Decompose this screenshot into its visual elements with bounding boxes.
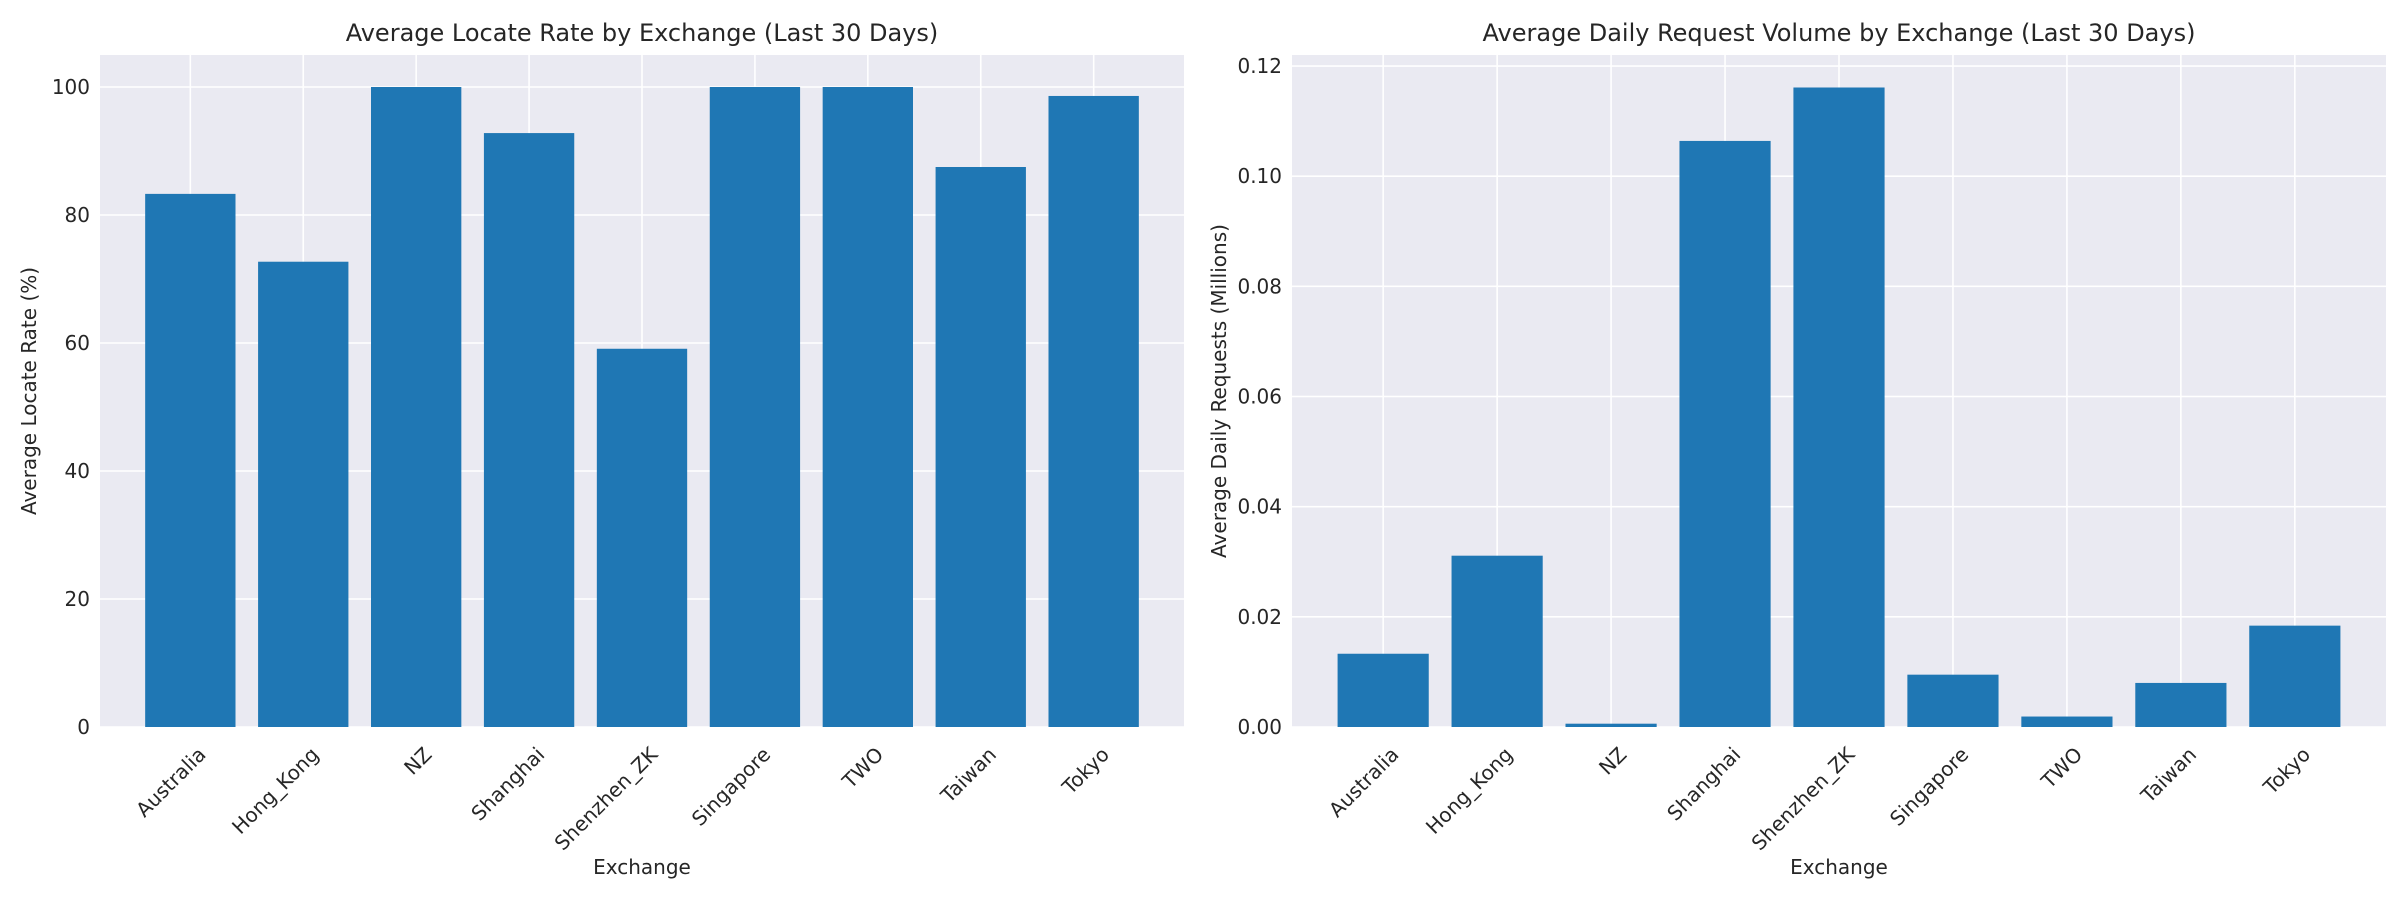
x-axis-label: Exchange	[1790, 855, 1888, 879]
bar-nz	[1565, 723, 1657, 727]
x-tick-label: Australia	[131, 742, 211, 822]
x-tick-label: Singapore	[1885, 742, 1973, 830]
y-tick-label: 0.06	[1237, 385, 1282, 409]
y-tick-label: 0.10	[1237, 164, 1282, 188]
x-tick-label: Taiwan	[935, 742, 1001, 808]
x-tick-label: Shanghai	[1662, 742, 1745, 825]
x-tick-label: NZ	[1594, 742, 1631, 779]
x-tick-label: Tokyo	[1057, 742, 1114, 799]
bar-taiwan	[935, 167, 1026, 727]
y-tick-label: 80	[65, 203, 90, 227]
y-tick-label: 20	[65, 587, 90, 611]
y-axis-label: Average Daily Requests (Millions)	[1207, 224, 1231, 558]
x-tick-label: Taiwan	[2135, 742, 2201, 808]
y-tick-label: 100	[52, 75, 90, 99]
y-tick-label: 0.12	[1237, 54, 1282, 78]
bar-australia	[1337, 653, 1429, 727]
x-tick-label: NZ	[399, 742, 436, 779]
bar-taiwan	[2135, 682, 2227, 727]
x-tick-label: Shanghai	[466, 742, 549, 825]
y-tick-label: 0.02	[1237, 605, 1282, 629]
x-tick-label: Hong_Kong	[227, 742, 323, 838]
y-tick-label: 0.00	[1237, 715, 1282, 739]
bar-tokyo	[2249, 625, 2341, 727]
x-tick-label: Shenzhen_ZK	[550, 742, 663, 855]
bar-australia	[145, 193, 236, 727]
x-tick-label: Australia	[1324, 742, 1404, 822]
x-tick-label: Singapore	[687, 742, 775, 830]
y-tick-label: 60	[65, 331, 90, 355]
x-tick-label: Shenzhen_ZK	[1747, 742, 1860, 855]
x-axis-label: Exchange	[593, 855, 691, 879]
chart-title: Average Daily Request Volume by Exchange…	[1483, 19, 2196, 47]
bar-shenzhen-zk	[1793, 87, 1885, 728]
bar-nz	[371, 87, 462, 727]
y-tick-label: 0.04	[1237, 495, 1282, 519]
x-tick-label: TWO	[837, 742, 888, 793]
bar-hong-kong	[1451, 555, 1543, 727]
bar-singapore	[709, 87, 801, 727]
bar-shenzhen-zk	[596, 348, 688, 727]
chart-title: Average Locate Rate by Exchange (Last 30…	[346, 19, 939, 47]
bar-two	[2021, 716, 2113, 727]
bar-shanghai	[1679, 140, 1771, 728]
locate-rate-chart: Average Locate Rate by Exchange (Last 30…	[17, 19, 1184, 879]
x-tick-label: Tokyo	[2258, 742, 2315, 799]
bar-singapore	[1907, 674, 1999, 727]
x-tick-label: TWO	[2036, 742, 2087, 793]
y-tick-label: 0.08	[1237, 274, 1282, 298]
request-volume-chart: Average Daily Request Volume by Exchange…	[1207, 19, 2386, 879]
bar-tokyo	[1048, 95, 1139, 727]
y-axis-label: Average Locate Rate (%)	[17, 267, 41, 515]
bar-hong-kong	[258, 261, 349, 727]
y-tick-label: 40	[65, 459, 90, 483]
bar-shanghai	[483, 133, 575, 727]
y-tick-label: 0	[77, 715, 90, 739]
x-tick-label: Hong_Kong	[1421, 742, 1517, 838]
bar-two	[822, 87, 913, 727]
